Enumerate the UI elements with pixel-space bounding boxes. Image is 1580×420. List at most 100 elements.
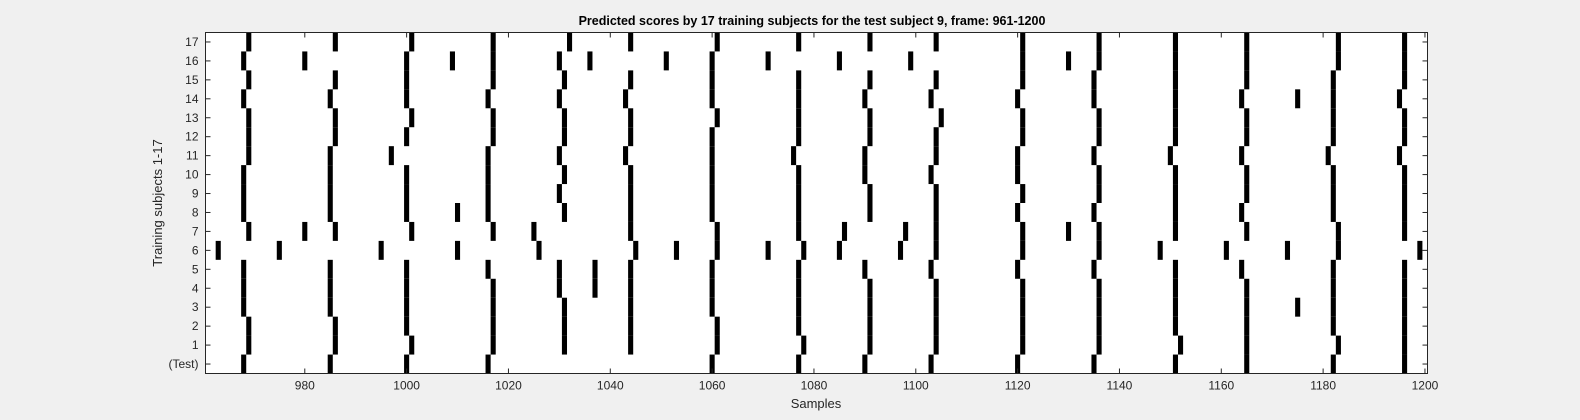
score-mark	[1335, 221, 1341, 241]
score-mark	[327, 278, 333, 298]
score-mark	[1330, 354, 1336, 374]
score-mark	[1172, 32, 1179, 52]
score-mark	[1020, 32, 1026, 52]
score-mark	[1244, 297, 1250, 317]
score-mark	[567, 32, 573, 52]
score-mark	[862, 259, 868, 279]
score-mark	[332, 70, 338, 90]
score-mark	[933, 278, 939, 298]
score-mark	[556, 89, 562, 109]
score-mark	[332, 127, 338, 147]
score-mark	[246, 146, 252, 166]
score-mark	[1172, 165, 1179, 185]
score-mark	[592, 259, 598, 279]
score-mark	[933, 184, 939, 203]
score-mark	[709, 184, 715, 203]
score-mark	[1020, 70, 1026, 90]
score-mark	[327, 259, 333, 279]
score-mark	[327, 165, 333, 185]
score-mark	[836, 240, 842, 260]
row-16	[241, 51, 1408, 71]
score-mark	[1172, 278, 1179, 298]
score-mark	[1402, 354, 1408, 374]
score-mark	[714, 335, 720, 355]
score-mark	[409, 221, 415, 241]
score-mark	[714, 32, 720, 52]
score-mark	[628, 70, 634, 90]
x-tick-label: 1060	[699, 379, 726, 393]
score-mark	[404, 316, 410, 336]
score-mark	[1402, 221, 1408, 241]
score-mark	[796, 127, 802, 147]
score-mark	[796, 221, 802, 241]
score-mark	[628, 335, 634, 355]
score-mark	[404, 165, 410, 185]
score-mark	[1239, 89, 1245, 109]
score-mark	[933, 146, 939, 166]
score-mark	[1402, 165, 1408, 185]
row-13	[246, 108, 1408, 128]
score-mark	[1020, 297, 1026, 317]
score-mark	[490, 127, 496, 147]
score-mark	[1330, 259, 1336, 279]
score-mark	[1417, 240, 1423, 260]
score-mark	[241, 165, 247, 185]
score-mark	[1402, 335, 1408, 355]
score-mark	[628, 278, 634, 298]
row-10	[241, 165, 1408, 185]
score-mark	[796, 89, 802, 109]
score-mark	[796, 70, 802, 90]
score-mark	[241, 184, 247, 203]
score-mark	[1020, 316, 1026, 336]
score-mark	[485, 89, 491, 109]
score-mark	[246, 32, 252, 52]
score-mark	[490, 221, 496, 241]
score-mark	[862, 146, 868, 166]
y-tick-label: (Test)	[169, 357, 199, 371]
score-mark	[933, 335, 939, 355]
row-7	[246, 221, 1408, 241]
score-mark	[1402, 297, 1408, 317]
score-mark	[796, 184, 802, 203]
score-mark	[241, 203, 247, 222]
score-mark	[663, 51, 669, 71]
score-mark	[1244, 51, 1250, 71]
score-mark	[1096, 278, 1102, 298]
score-mark	[490, 108, 496, 128]
score-mark	[490, 316, 496, 336]
score-mark	[1244, 184, 1250, 203]
y-axis-label: Training subjects 1-17	[150, 139, 165, 266]
score-mark	[867, 297, 873, 317]
score-mark	[1239, 146, 1245, 166]
x-tick-label: 1120	[1005, 379, 1031, 393]
score-mark	[1065, 221, 1072, 241]
score-mark	[796, 354, 802, 374]
score-mark	[556, 184, 562, 203]
score-mark	[404, 278, 410, 298]
x-tick-label: 1100	[903, 379, 929, 393]
score-mark	[485, 165, 491, 185]
score-mark	[1402, 51, 1408, 71]
row-4	[241, 278, 1408, 298]
score-mark	[561, 127, 568, 147]
score-mark	[867, 108, 873, 128]
score-mark	[1335, 240, 1341, 260]
score-mark	[485, 259, 491, 279]
score-mark	[1015, 89, 1021, 109]
score-mark	[1402, 32, 1408, 52]
score-mark	[1172, 316, 1179, 336]
score-mark	[796, 278, 802, 298]
x-tick-label: 1000	[393, 379, 420, 393]
score-mark	[246, 108, 252, 128]
score-mark	[709, 203, 715, 222]
score-mark	[801, 240, 807, 260]
score-mark	[241, 89, 247, 109]
chart-title: Predicted scores by 17 training subjects…	[579, 14, 1046, 28]
y-tick-label: 15	[185, 73, 199, 87]
score-mark	[933, 221, 939, 241]
score-mark	[561, 70, 568, 90]
score-mark	[709, 127, 715, 147]
score-mark	[409, 335, 415, 355]
score-mark	[1096, 184, 1102, 203]
